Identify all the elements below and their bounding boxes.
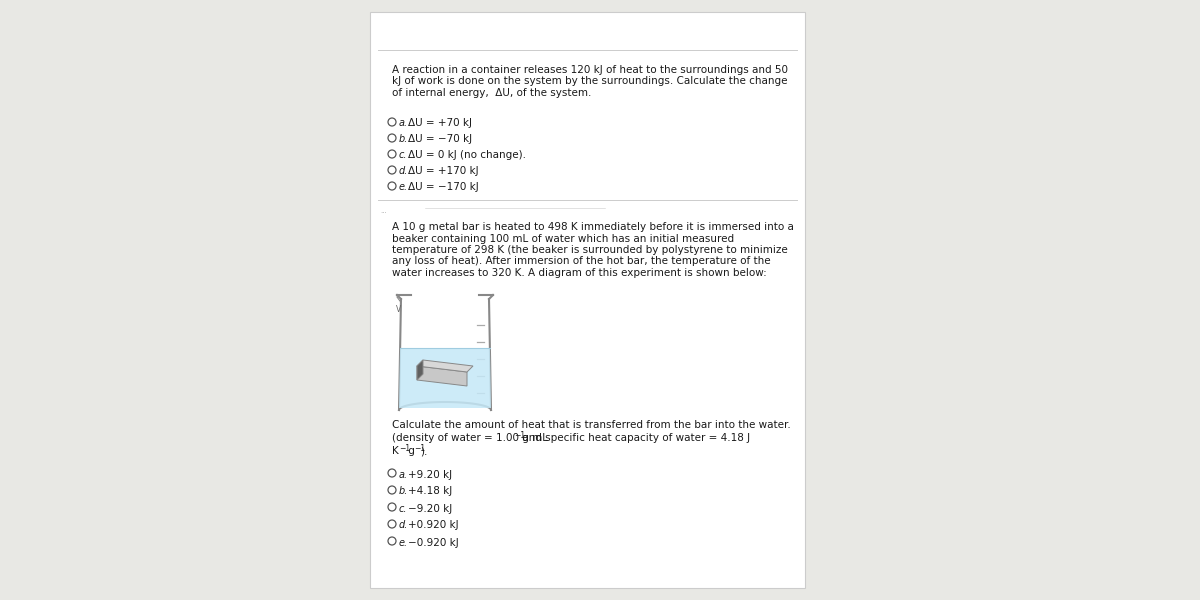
Text: A reaction in a container releases 120 kJ of heat to the surroundings and 50: A reaction in a container releases 120 k…	[392, 65, 788, 75]
Text: g: g	[406, 446, 415, 456]
Text: +9.20 kJ: +9.20 kJ	[408, 469, 452, 479]
Text: ).: ).	[420, 446, 427, 456]
Bar	[370, 12, 805, 588]
Text: temperature of 298 K (the beaker is surrounded by polystyrene to minimize: temperature of 298 K (the beaker is surr…	[392, 245, 787, 255]
Text: −9.20 kJ: −9.20 kJ	[408, 503, 452, 514]
Text: ΔU = −170 kJ: ΔU = −170 kJ	[408, 182, 479, 193]
Text: −1: −1	[515, 431, 526, 440]
Text: −1: −1	[398, 444, 410, 453]
Polygon shape	[398, 348, 491, 408]
Text: of internal energy,  ΔU, of the system.: of internal energy, ΔU, of the system.	[392, 88, 592, 98]
Text: c.: c.	[398, 151, 408, 160]
Text: a.: a.	[398, 118, 408, 128]
Text: d.: d.	[398, 166, 408, 176]
Text: kJ of work is done on the system by the surroundings. Calculate the change: kJ of work is done on the system by the …	[392, 76, 787, 86]
Text: −0.920 kJ: −0.920 kJ	[408, 538, 458, 547]
Text: ΔU = −70 kJ: ΔU = −70 kJ	[408, 134, 472, 145]
Text: c.: c.	[398, 503, 408, 514]
Text: b.: b.	[398, 134, 408, 145]
Text: any loss of heat). After immersion of the hot bar, the temperature of the: any loss of heat). After immersion of th…	[392, 257, 770, 266]
Text: beaker containing 100 mL of water which has an initial measured: beaker containing 100 mL of water which …	[392, 233, 734, 244]
Polygon shape	[418, 360, 473, 372]
Polygon shape	[418, 366, 467, 386]
Text: A 10 g metal bar is heated to 498 K immediately before it is immersed into a: A 10 g metal bar is heated to 498 K imme…	[392, 222, 794, 232]
Text: Calculate the amount of heat that is transferred from the bar into the water.: Calculate the amount of heat that is tra…	[392, 420, 791, 430]
Text: b.: b.	[398, 487, 408, 497]
Text: water increases to 320 K. A diagram of this experiment is shown below:: water increases to 320 K. A diagram of t…	[392, 268, 767, 278]
Polygon shape	[418, 360, 424, 380]
Text: (density of water = 1.00 g mL: (density of water = 1.00 g mL	[392, 433, 548, 443]
Text: ...: ...	[380, 208, 386, 214]
Text: ΔU = 0 kJ (no change).: ΔU = 0 kJ (no change).	[408, 151, 526, 160]
Text: V: V	[396, 305, 402, 314]
Text: and specific heat capacity of water = 4.18 J: and specific heat capacity of water = 4.…	[520, 433, 750, 443]
Text: e.: e.	[398, 182, 408, 193]
Text: K: K	[392, 446, 398, 456]
Text: ΔU = +70 kJ: ΔU = +70 kJ	[408, 118, 472, 128]
Text: e.: e.	[398, 538, 408, 547]
Text: ΔU = +170 kJ: ΔU = +170 kJ	[408, 166, 479, 176]
Text: +0.920 kJ: +0.920 kJ	[408, 520, 458, 530]
Text: d.: d.	[398, 520, 408, 530]
Text: +4.18 kJ: +4.18 kJ	[408, 487, 452, 497]
Text: a.: a.	[398, 469, 408, 479]
Text: −1: −1	[414, 444, 425, 453]
